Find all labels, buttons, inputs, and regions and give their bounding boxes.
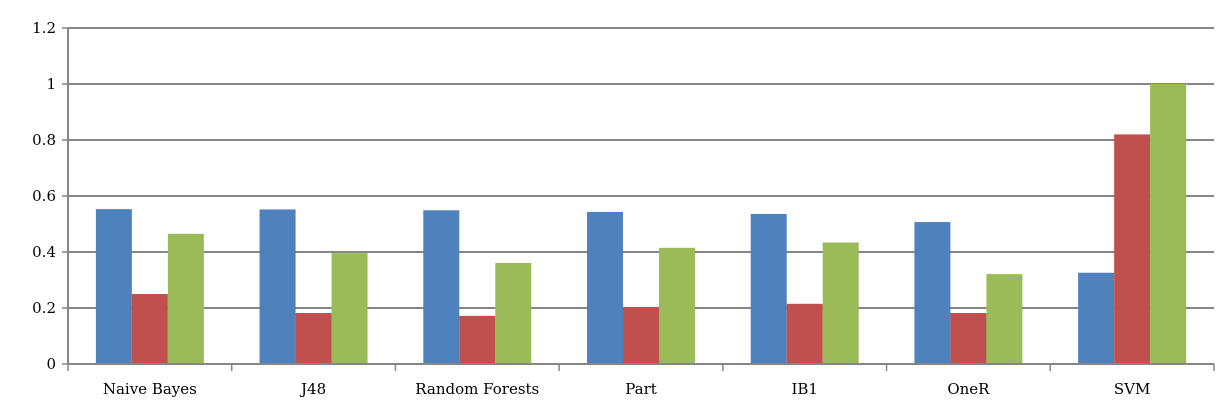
bar: [295, 313, 332, 364]
bar: [1150, 84, 1187, 364]
bar: [459, 315, 496, 364]
y-tick-label: 0.4: [32, 243, 56, 261]
bar: [659, 247, 695, 364]
y-tick-label: 0.2: [32, 299, 56, 317]
y-tick-label: 0.6: [32, 187, 56, 205]
x-tick-label: J48: [299, 380, 326, 398]
bar: [331, 253, 368, 364]
bar: [1114, 134, 1151, 364]
x-tick-label: OneR: [947, 380, 990, 398]
bar: [495, 262, 532, 364]
y-tick-label: 0.8: [32, 131, 56, 149]
bar: [259, 209, 296, 364]
bar: [95, 209, 132, 364]
axes: [62, 27, 1215, 371]
bar: [750, 213, 787, 364]
bar: [423, 210, 460, 364]
x-tick-label: Part: [625, 380, 657, 398]
bar: [986, 274, 1023, 364]
bar: [587, 211, 623, 364]
bar: [1078, 272, 1115, 364]
x-tick-label: Random Forests: [415, 380, 539, 398]
x-tick-label: SVM: [1114, 380, 1150, 398]
x-tick-label: IB1: [791, 380, 818, 398]
labels: 0 0.2 0.4 0.6 0.8 1 1.2 Naive Bayes J48 Random Fo…: [32, 19, 1150, 398]
bar: [623, 307, 659, 364]
y-tick-label: 1.2: [32, 19, 56, 37]
bar: [950, 313, 987, 364]
bar: [131, 294, 168, 364]
bar: [786, 303, 823, 364]
bar: [822, 242, 859, 364]
gridlines: [68, 27, 1214, 309]
y-tick-label: 0: [46, 355, 56, 373]
bars: [95, 84, 1187, 364]
bar: [914, 222, 951, 364]
bar: [167, 233, 204, 364]
x-tick-label: Naive Bayes: [103, 380, 197, 398]
y-tick-label: 1: [46, 75, 56, 93]
